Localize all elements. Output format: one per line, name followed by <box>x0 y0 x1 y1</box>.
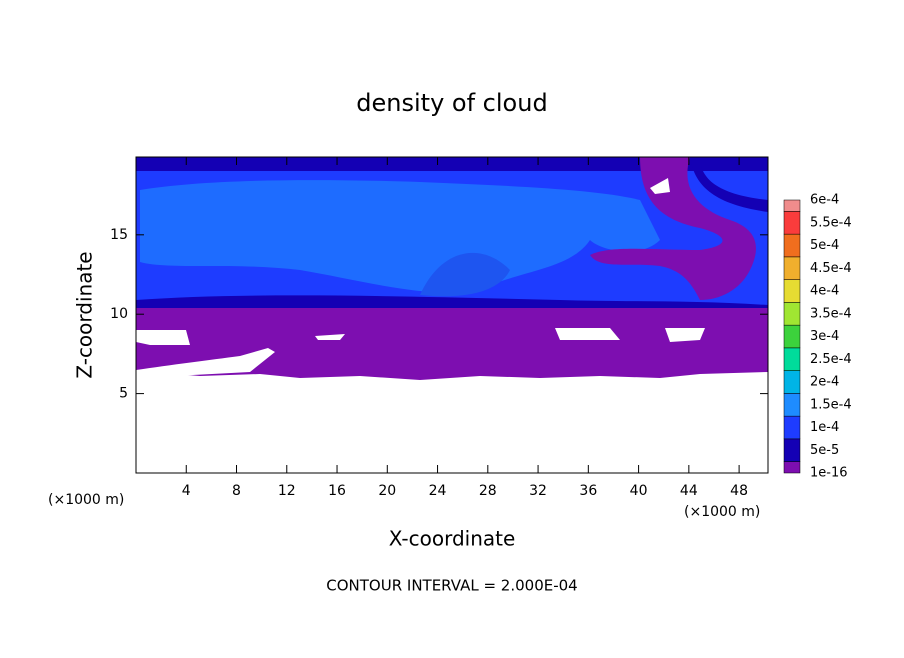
field-hole <box>315 334 345 340</box>
field-plume-edge <box>690 157 768 212</box>
colorbar-box <box>783 211 801 235</box>
colorbar-box <box>783 461 801 474</box>
colorbar-box <box>783 370 801 394</box>
colorbar-label: 2e-4 <box>810 375 839 390</box>
field-navy-top <box>136 157 768 171</box>
y-axis-label: Z-coordinate <box>73 251 97 378</box>
x-tick-label: 36 <box>579 483 597 499</box>
x-tick-label: 32 <box>529 483 547 499</box>
colorbar-label: 1e-16 <box>810 466 848 481</box>
colorbar-label: 6e-4 <box>810 193 839 208</box>
field-hole <box>665 328 705 342</box>
colorbar-box <box>783 324 801 349</box>
y-tick-label: 15 <box>110 227 128 243</box>
x-unit: (×1000 m) <box>684 504 760 520</box>
colorbar-label: 4.5e-4 <box>810 261 852 276</box>
field-light-blue <box>140 180 660 293</box>
colorbar-box <box>783 199 801 212</box>
x-tick-label: 16 <box>328 483 346 499</box>
colorbar-box <box>783 347 801 371</box>
plot-frame <box>135 156 769 474</box>
y-unit: (×1000 m) <box>48 492 124 508</box>
colorbar-label: 5e-5 <box>810 443 839 458</box>
colorbar-box <box>783 393 801 417</box>
field-hole <box>136 348 275 378</box>
colorbar-label: 1.5e-4 <box>810 397 852 412</box>
colorbar-box <box>783 302 801 326</box>
x-tick-label: 48 <box>730 483 748 499</box>
x-tick-label: 28 <box>479 483 497 499</box>
x-tick-label: 4 <box>182 483 191 499</box>
footer: CONTOUR INTERVAL = 2.000E-04 <box>326 577 577 595</box>
colorbar-box <box>783 233 801 258</box>
x-tick-label: 20 <box>378 483 396 499</box>
y-tick-label: 10 <box>110 306 128 322</box>
colorbar-box <box>783 279 801 303</box>
field-hole <box>650 178 670 194</box>
field-hole <box>555 328 620 340</box>
colorbar-box <box>783 438 801 462</box>
x-axis-label: X-coordinate <box>389 527 516 551</box>
field-eddy <box>420 252 510 297</box>
field-hole <box>136 330 190 345</box>
chart-title: density of cloud <box>356 89 547 117</box>
colorbar-label: 5e-4 <box>810 238 839 253</box>
colorbar-box <box>783 256 801 280</box>
x-tick-label: 24 <box>429 483 447 499</box>
x-tick-label: 40 <box>630 483 648 499</box>
x-tick-label: 12 <box>278 483 296 499</box>
colorbar-label: 3e-4 <box>810 329 839 344</box>
field-purple <box>136 308 768 380</box>
colorbar-label: 3.5e-4 <box>810 306 852 321</box>
colorbar-label: 1e-4 <box>810 420 839 435</box>
x-tick-label: 8 <box>232 483 241 499</box>
contour-field <box>136 157 768 473</box>
field-plume <box>590 157 756 300</box>
colorbar-box <box>783 415 801 440</box>
y-tick-label: 5 <box>119 386 128 402</box>
colorbar-label: 4e-4 <box>810 284 839 299</box>
colorbar-label: 5.5e-4 <box>810 215 852 230</box>
colorbar-label: 2.5e-4 <box>810 352 852 367</box>
x-tick-label: 44 <box>680 483 698 499</box>
